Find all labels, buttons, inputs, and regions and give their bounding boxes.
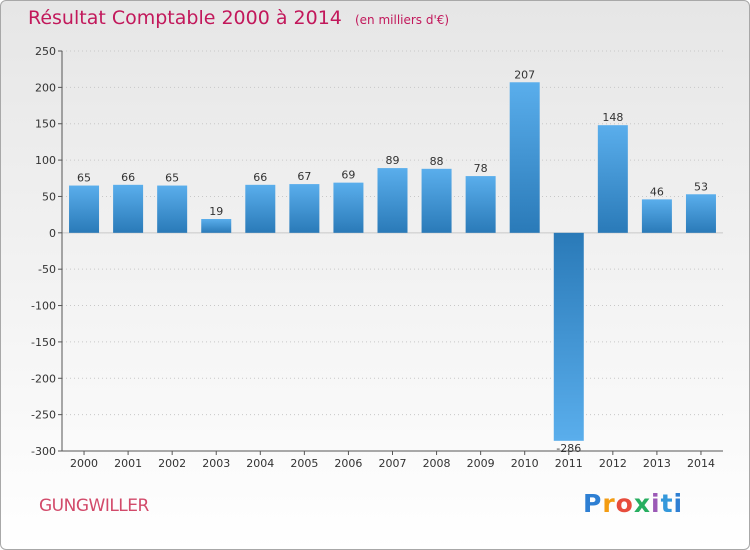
- x-tick-label-2002: 2002: [158, 457, 186, 470]
- bar-2011: [553, 232, 584, 441]
- bar-2010: [509, 82, 540, 233]
- bar-2004: [245, 184, 276, 233]
- x-tick-label-2010: 2010: [511, 457, 539, 470]
- bar-2000: [69, 185, 100, 233]
- x-tick-label-2013: 2013: [643, 457, 671, 470]
- value-label-2008: 88: [430, 155, 444, 168]
- value-label-2006: 69: [341, 169, 355, 182]
- y-tick-label: 150: [35, 118, 56, 131]
- proxiti-logo: Proxiti: [583, 489, 684, 518]
- bar-2013: [641, 199, 672, 233]
- x-tick-label-2006: 2006: [334, 457, 362, 470]
- value-label-2009: 78: [474, 162, 488, 175]
- x-tick-label-2009: 2009: [467, 457, 495, 470]
- y-tick-label: -300: [31, 445, 56, 458]
- y-tick-label: -150: [31, 336, 56, 349]
- bar-2005: [289, 184, 320, 233]
- y-tick-label: 0: [49, 227, 56, 240]
- value-label-2002: 65: [165, 172, 179, 185]
- value-label-2012: 148: [602, 111, 623, 124]
- bar-2001: [113, 184, 144, 233]
- value-label-2004: 66: [253, 171, 267, 184]
- x-tick-label-2014: 2014: [687, 457, 715, 470]
- bar-2008: [421, 168, 452, 233]
- x-tick-label-2011: 2011: [555, 457, 583, 470]
- x-tick-label-2012: 2012: [599, 457, 627, 470]
- x-tick-label-2004: 2004: [246, 457, 274, 470]
- chart-subtitle: (en milliers d'€): [354, 13, 450, 27]
- y-tick-label: 250: [35, 45, 56, 58]
- bar-2012: [597, 125, 628, 233]
- value-label-2013: 46: [650, 185, 664, 198]
- x-tick-label-2003: 2003: [202, 457, 230, 470]
- x-tick-label-2007: 2007: [379, 457, 407, 470]
- y-tick-label: 50: [42, 190, 56, 203]
- y-tick-label: 200: [35, 81, 56, 94]
- axes: [58, 50, 723, 455]
- y-tick-label: -200: [31, 372, 56, 385]
- bar-2007: [377, 168, 408, 233]
- commune-name: GUNGWILLER: [39, 496, 149, 516]
- value-label-2010: 207: [514, 68, 535, 81]
- x-tick-label-2008: 2008: [423, 457, 451, 470]
- y-tick-label: -50: [38, 263, 56, 276]
- y-tick-label: -100: [31, 300, 56, 313]
- x-tick-label-2001: 2001: [114, 457, 142, 470]
- bars: [69, 82, 716, 441]
- value-label-2005: 67: [297, 170, 311, 183]
- grid-lines: [62, 50, 723, 452]
- bar-2009: [465, 176, 496, 233]
- value-label-2014: 53: [694, 180, 708, 193]
- y-tick-label: 100: [35, 154, 56, 167]
- value-label-2001: 66: [121, 171, 135, 184]
- x-tick-label-2000: 2000: [70, 457, 98, 470]
- value-label-2003: 19: [209, 205, 223, 218]
- x-tick-label-2005: 2005: [290, 457, 318, 470]
- value-label-2000: 65: [77, 172, 91, 185]
- bar-2014: [685, 194, 716, 233]
- y-tick-label: -250: [31, 409, 56, 422]
- bar-2003: [201, 219, 232, 233]
- value-label-2007: 89: [386, 154, 400, 167]
- value-label-2011: -286: [556, 442, 581, 455]
- labels: 250 200 150 100 50 0 -50 -100 -150 -200 -250 -300 65…: [31, 45, 715, 470]
- chart-title: Résultat Comptable 2000 à 2014: [28, 7, 342, 29]
- chart-title-block: Résultat Comptable 2000 à 2014 (en milli…: [28, 7, 449, 29]
- bar-2002: [157, 185, 188, 233]
- bar-2006: [333, 182, 364, 233]
